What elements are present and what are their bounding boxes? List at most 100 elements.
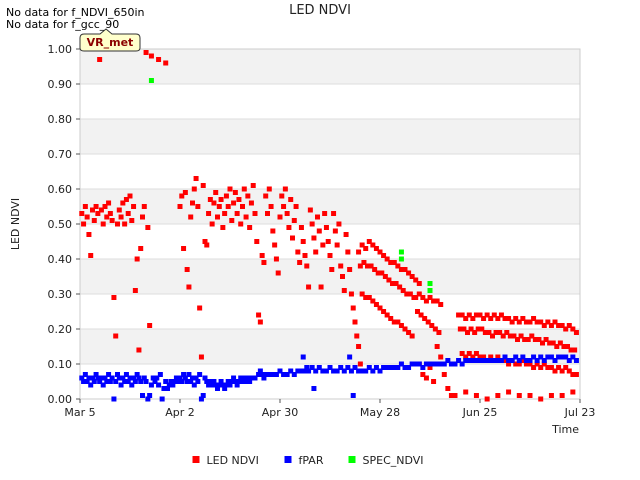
data-point bbox=[373, 302, 379, 307]
data-point bbox=[438, 302, 444, 307]
no-data-notice-1: No data for f_NDVI_650in bbox=[6, 6, 145, 19]
data-point bbox=[427, 281, 433, 286]
data-point bbox=[182, 375, 188, 381]
data-point bbox=[147, 323, 153, 328]
data-point bbox=[327, 253, 333, 258]
data-point bbox=[391, 365, 397, 370]
data-point bbox=[466, 358, 472, 363]
data-point bbox=[320, 368, 326, 374]
data-point bbox=[218, 197, 224, 202]
data-point bbox=[363, 368, 369, 374]
data-point bbox=[377, 249, 383, 255]
data-point bbox=[91, 379, 97, 384]
data-point bbox=[173, 375, 179, 381]
data-point bbox=[472, 330, 478, 335]
data-point bbox=[290, 235, 295, 241]
data-point bbox=[148, 78, 154, 83]
data-point bbox=[516, 358, 522, 363]
data-point bbox=[225, 379, 231, 384]
data-point bbox=[397, 284, 403, 290]
data-point bbox=[388, 260, 394, 265]
legend-label: LED NDVI bbox=[207, 454, 259, 467]
data-point bbox=[427, 295, 433, 300]
x-axis-label: Time bbox=[551, 423, 579, 436]
data-point bbox=[547, 340, 553, 346]
data-point bbox=[402, 326, 408, 332]
data-point bbox=[315, 214, 320, 220]
data-point bbox=[434, 361, 440, 367]
data-point bbox=[168, 379, 174, 384]
data-point bbox=[106, 372, 112, 377]
data-point bbox=[372, 267, 378, 272]
data-point bbox=[306, 368, 312, 374]
data-point bbox=[282, 186, 288, 192]
data-point bbox=[123, 197, 129, 202]
data-point bbox=[132, 379, 138, 384]
y-tick-label: 0.30 bbox=[48, 288, 73, 301]
data-point bbox=[163, 379, 169, 384]
data-point bbox=[243, 379, 249, 384]
data-point bbox=[570, 326, 576, 332]
data-point bbox=[129, 382, 135, 388]
data-point bbox=[120, 200, 126, 206]
data-point bbox=[229, 379, 235, 384]
data-point bbox=[548, 393, 554, 398]
legend-label: fPAR bbox=[299, 454, 324, 467]
data-point bbox=[541, 361, 547, 367]
data-point bbox=[148, 382, 154, 388]
data-point bbox=[516, 393, 522, 398]
data-point bbox=[227, 186, 233, 192]
data-point bbox=[281, 204, 287, 209]
data-point bbox=[491, 312, 497, 318]
data-point bbox=[541, 358, 547, 363]
data-point bbox=[245, 193, 251, 199]
data-point bbox=[477, 312, 483, 318]
data-point bbox=[348, 291, 354, 297]
data-point bbox=[563, 326, 569, 332]
data-point bbox=[370, 242, 376, 248]
axes: 0.00 0.10 0.20 0.30 0.40 0.50 0.60 0.70 0.80 0.90… bbox=[48, 43, 596, 419]
data-point bbox=[498, 312, 504, 318]
data-point bbox=[338, 263, 344, 269]
data-point bbox=[82, 204, 88, 209]
data-point bbox=[338, 365, 344, 370]
data-point bbox=[390, 281, 395, 286]
y-tick-label: 0.00 bbox=[48, 393, 73, 406]
data-point bbox=[129, 218, 135, 223]
data-point bbox=[143, 379, 149, 384]
data-point bbox=[86, 232, 92, 237]
data-point bbox=[150, 375, 156, 381]
data-point bbox=[215, 386, 220, 391]
data-point bbox=[427, 361, 433, 367]
data-point bbox=[95, 211, 101, 216]
data-point bbox=[406, 330, 412, 335]
data-point bbox=[281, 372, 287, 377]
data-point bbox=[356, 249, 362, 255]
data-point bbox=[507, 333, 513, 339]
data-point bbox=[122, 221, 128, 227]
data-point bbox=[297, 260, 303, 265]
y-tick-label: 0.10 bbox=[48, 358, 73, 371]
data-point bbox=[340, 274, 345, 279]
data-point bbox=[302, 253, 308, 258]
data-point bbox=[432, 326, 438, 332]
data-point bbox=[373, 365, 379, 370]
data-point bbox=[363, 295, 369, 300]
data-point bbox=[481, 358, 487, 363]
data-point bbox=[402, 365, 408, 370]
data-point bbox=[316, 228, 322, 234]
data-point bbox=[502, 358, 508, 363]
data-point bbox=[429, 323, 435, 328]
data-point bbox=[418, 312, 424, 318]
data-point bbox=[263, 193, 269, 199]
data-point bbox=[556, 365, 562, 370]
data-point bbox=[416, 361, 422, 367]
data-point bbox=[329, 267, 335, 272]
y-tick-label: 0.50 bbox=[48, 218, 73, 231]
data-point bbox=[82, 372, 88, 377]
data-point bbox=[300, 239, 306, 244]
data-point bbox=[273, 256, 279, 262]
series-fpar bbox=[79, 354, 579, 402]
data-point bbox=[279, 193, 285, 199]
data-point bbox=[523, 358, 529, 363]
